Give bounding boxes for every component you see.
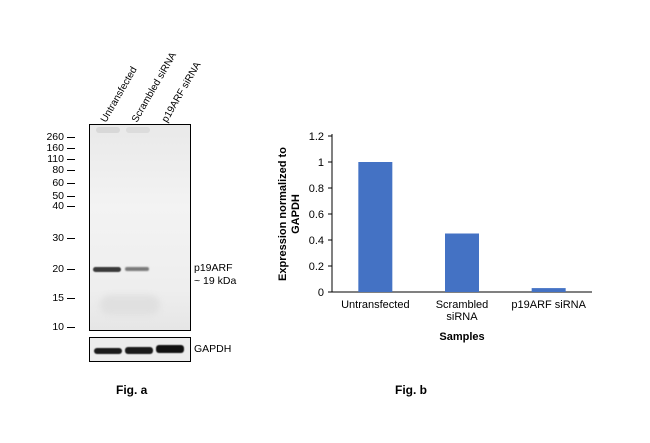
mw-marker-260: 260 [46, 131, 64, 143]
bar-1 [358, 162, 393, 292]
mw-marker-60: 60 [52, 177, 64, 189]
y-axis-title: Expression normalized to [277, 147, 289, 281]
y-tick-label: 1 [318, 157, 324, 169]
mw-tick [67, 148, 75, 149]
y-tick-label: 1.2 [309, 131, 324, 143]
x-tick-label: p19ARF siRNA [511, 299, 586, 311]
mw-tick [67, 327, 75, 328]
mw-marker-80: 80 [52, 164, 64, 176]
western-blot-membrane [89, 124, 191, 331]
x-tick-label: Scrambled [436, 299, 489, 311]
mw-marker-30: 30 [52, 232, 64, 244]
mw-marker-110: 110 [47, 153, 64, 165]
mw-marker-10: 10 [52, 321, 64, 333]
mw-tick [67, 269, 75, 270]
mw-tick [67, 170, 75, 171]
mw-tick [67, 298, 75, 299]
figure-a-caption: Fig. a [116, 383, 148, 397]
band-scrambled-p19arf [125, 267, 149, 271]
x-tick-label: siRNA [446, 311, 478, 323]
y-tick-label: 0.4 [309, 235, 324, 247]
band-gapdh-lane-1 [94, 348, 122, 354]
y-tick-label: 0 [318, 287, 324, 299]
x-tick-label: Untransfected [341, 299, 409, 311]
mw-tick [67, 159, 75, 160]
mw-tick [67, 183, 75, 184]
band-untransfected-p19arf [93, 267, 121, 272]
y-axis-title: GAPDH [290, 194, 302, 234]
y-tick-label: 0.8 [309, 183, 324, 195]
mw-marker-40: 40 [52, 200, 64, 212]
lane-smear [126, 127, 150, 133]
blot-background-smudge [100, 295, 160, 315]
figure-b-caption: Fig. b [395, 383, 427, 397]
y-tick-label: 0.6 [309, 209, 324, 221]
band-gapdh-lane-2 [125, 347, 153, 354]
bar-3 [531, 288, 566, 292]
mw-marker-20: 20 [52, 263, 64, 275]
mw-marker-50: 50 [52, 190, 64, 202]
bar-chart: 0 0.2 0.4 0.6 0.8 1 1.2 Untransfected Scrambleds… [277, 131, 592, 343]
gapdh-label: GAPDH [194, 343, 232, 355]
band-annotation-protein: p19ARF [194, 262, 233, 274]
mw-tick [67, 206, 75, 207]
mw-tick [67, 137, 75, 138]
x-axis-title: Samples [439, 331, 484, 343]
band-gapdh-lane-3 [156, 345, 184, 353]
gapdh-blot-strip [89, 337, 191, 362]
mw-tick [67, 196, 75, 197]
mw-marker-160: 160 [46, 142, 64, 154]
band-annotation-size: ~ 19 kDa [194, 275, 237, 287]
bar-2 [445, 233, 479, 292]
mw-marker-15: 15 [52, 292, 64, 304]
chart-plot-area: 0 0.2 0.4 0.6 0.8 1 1.2 Untransfected Scrambleds… [277, 131, 592, 343]
band-annotation: p19ARF ~ 19 kDa [194, 262, 236, 288]
y-tick-label: 0.2 [309, 261, 324, 273]
lane-smear [96, 127, 120, 133]
mw-tick [67, 238, 75, 239]
